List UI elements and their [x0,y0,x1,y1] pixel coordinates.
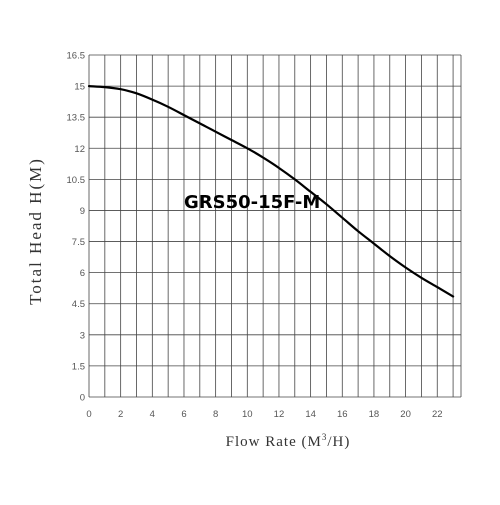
y-tick-labels: 0 1.5 3 4.5 6 7.5 9 10.5 12 13.5 15 16.5 [67,51,86,404]
y-tick-label: 4.5 [72,299,85,310]
y-tick-label: 16.5 [67,51,86,62]
x-axis-title-unit-sup: 3 [322,432,328,442]
x-tick-labels: 0 2 4 6 8 10 12 14 16 18 20 22 [86,409,442,420]
x-tick-label: 6 [181,409,186,420]
x-axis-title: Flow Rate (M3/H) [226,432,351,450]
grid [88,54,462,398]
y-tick-label: 1.5 [72,361,85,372]
x-tick-label: 2 [118,409,123,420]
x-tick-label: 12 [274,409,285,420]
y-axis-title: Total Head H(M) [26,157,45,305]
x-tick-label: 4 [150,409,155,420]
y-tick-label: 15 [74,82,85,93]
y-tick-label: 0 [80,393,85,404]
x-tick-label: 16 [337,409,348,420]
x-tick-label: 10 [242,409,253,420]
x-axis-title-main: Flow Rate (M [226,434,322,450]
y-tick-label: 12 [74,144,85,155]
y-tick-label: 10.5 [67,175,86,186]
x-tick-label: 14 [305,409,316,420]
y-tick-label: 6 [80,268,85,279]
x-tick-label: 22 [432,409,443,420]
x-tick-label: 8 [213,409,218,420]
x-tick-label: 0 [86,409,91,420]
y-tick-label: 13.5 [67,113,86,124]
x-tick-label: 20 [400,409,411,420]
series-line-grs50-15f-m [87,85,455,298]
x-axis-title-unit-suffix: /H) [327,434,350,450]
y-tick-label: 9 [80,206,85,217]
x-tick-label: 18 [369,409,380,420]
curve-annotation: GRS50-15F-M [184,192,320,213]
y-tick-label: 7.5 [72,237,85,248]
series-layer [87,85,455,298]
y-tick-label: 3 [80,330,85,341]
